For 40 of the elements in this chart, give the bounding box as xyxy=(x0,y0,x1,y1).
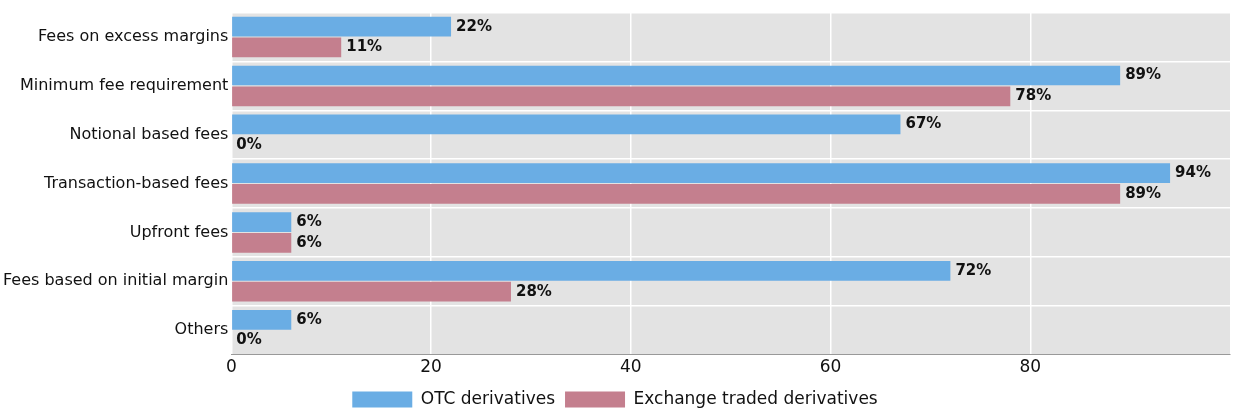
y-tick-label: Upfront fees xyxy=(129,221,229,241)
legend-label: Exchange traded derivatives xyxy=(633,387,878,408)
data-label: 6% xyxy=(296,211,322,230)
bar xyxy=(232,184,1121,204)
y-tick-label: Others xyxy=(174,319,229,339)
data-label: 72% xyxy=(955,260,992,279)
data-label: 89% xyxy=(1125,183,1162,202)
y-tick-label: Transaction-based fees xyxy=(43,172,229,192)
data-label: 6% xyxy=(296,232,322,251)
bar xyxy=(232,281,511,302)
y-tick-label: Fees based on initial margin xyxy=(2,270,229,290)
bar xyxy=(232,86,1011,107)
x-tick-label: 40 xyxy=(619,356,642,377)
y-tick-label: Fees on excess margins xyxy=(37,26,229,46)
data-label: 6% xyxy=(296,309,322,328)
x-tick-label: 80 xyxy=(1019,356,1042,377)
data-label: 78% xyxy=(1015,86,1052,105)
data-label: 0% xyxy=(236,330,262,349)
y-tick-label: Minimum fee requirement xyxy=(19,75,229,95)
data-label: 28% xyxy=(515,281,552,300)
bar xyxy=(232,16,452,37)
data-label: 11% xyxy=(346,37,383,56)
x-tick-label: 20 xyxy=(420,356,442,377)
data-label: 22% xyxy=(456,16,492,35)
y-tick-label: Notional based fees xyxy=(69,123,229,143)
x-tick-label: 0 xyxy=(225,356,237,377)
bar xyxy=(232,163,1171,184)
data-label: 94% xyxy=(1175,163,1211,182)
bar xyxy=(232,37,342,58)
bar xyxy=(232,309,292,330)
bar xyxy=(232,212,292,232)
data-label: 0% xyxy=(236,135,262,154)
data-label: 67% xyxy=(905,114,942,133)
bar xyxy=(232,232,292,253)
bar xyxy=(232,65,1121,86)
bar xyxy=(232,114,901,135)
bar xyxy=(232,261,951,281)
data-label: 89% xyxy=(1125,65,1162,84)
x-tick-label: 60 xyxy=(819,356,842,377)
legend-label: OTC derivatives xyxy=(420,387,556,408)
